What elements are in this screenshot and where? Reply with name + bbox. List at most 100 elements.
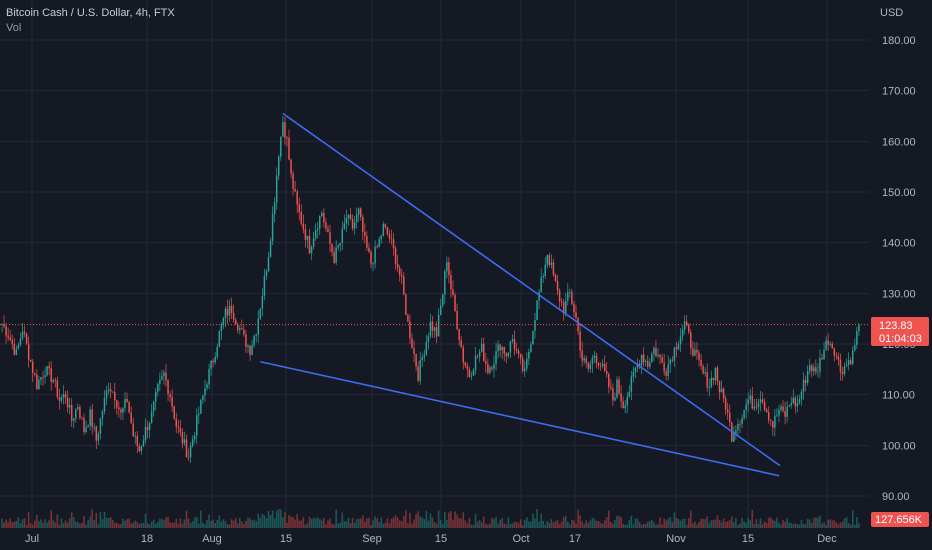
candle-body [677, 344, 680, 350]
candle-body [835, 355, 838, 357]
volume-bar [193, 517, 196, 528]
volume-bar [444, 511, 446, 528]
volume-bar [437, 510, 440, 528]
candle-body [296, 191, 298, 205]
volume-bar [169, 522, 171, 528]
volume-bar [657, 524, 659, 528]
volume-indicator-label[interactable]: Vol [6, 22, 22, 34]
volume-bar [140, 522, 143, 528]
candle-body [70, 405, 73, 421]
candle-body [688, 324, 690, 333]
volume-bar [212, 519, 214, 528]
candle-body [460, 339, 462, 348]
candle-body [13, 343, 16, 355]
volume-bar [804, 524, 807, 528]
volume-bar [544, 524, 547, 528]
volume-bar [796, 524, 799, 528]
volume-bar [620, 517, 622, 528]
candle-body [421, 357, 423, 360]
volume-bar [75, 521, 77, 528]
candle-body [493, 364, 495, 369]
candle-body [567, 292, 569, 301]
candle-body [854, 344, 856, 351]
candle-body [597, 362, 600, 366]
candle-body [79, 407, 81, 418]
volume-bar [370, 524, 372, 528]
candle-body [339, 242, 341, 246]
volume-bar [755, 519, 758, 528]
volume-bar [472, 524, 475, 528]
time-axis-panel[interactable] [0, 528, 869, 550]
candle-body [353, 222, 356, 229]
candle-body [333, 252, 335, 263]
candle-body [638, 363, 641, 366]
volume-bar [60, 518, 63, 528]
candle-body [661, 357, 663, 363]
candle-body [735, 430, 737, 434]
volume-bar [429, 513, 432, 528]
volume-bar [15, 520, 18, 528]
volume-bar [644, 523, 647, 528]
volume-bar [347, 517, 350, 528]
volume-bar [843, 518, 846, 528]
candle-body [193, 435, 196, 440]
volume-bar [659, 517, 661, 528]
candle-body [679, 336, 682, 345]
volume-bar [87, 520, 89, 528]
volume-bar [216, 520, 219, 528]
volume-bar [273, 518, 276, 528]
symbol-title[interactable]: Bitcoin Cash / U.S. Dollar, 4h, FTX [6, 7, 175, 19]
volume-bar [556, 520, 559, 528]
candle-body [784, 410, 786, 417]
candle-body [456, 311, 458, 330]
volume-bar [456, 514, 458, 528]
volume-bar [415, 514, 417, 528]
volume-bar [390, 518, 393, 528]
candle-body [91, 409, 93, 427]
volume-bar [757, 523, 760, 528]
candle-body [394, 248, 397, 264]
candle-body [671, 359, 674, 361]
candle-body [370, 251, 372, 264]
candle-body [802, 379, 805, 392]
candle-body [97, 433, 100, 441]
candle-body [667, 364, 669, 376]
candle-body [452, 289, 454, 295]
time-tick-label: Jul [25, 533, 39, 545]
volume-bar [239, 517, 241, 528]
candle-body [685, 321, 688, 325]
volume-bar [25, 524, 28, 528]
volume-bar [113, 522, 116, 528]
candle-body [644, 361, 647, 363]
candle-body [505, 353, 508, 357]
candle-body [150, 411, 153, 424]
candle-body [144, 426, 147, 441]
volume-bar [542, 520, 544, 528]
volume-bar [93, 519, 96, 528]
candle-body [675, 347, 678, 350]
volume-bar [392, 517, 395, 528]
candle-body [495, 351, 497, 365]
price-axis-ticks: 180.00170.00160.00150.00140.00130.00120.… [882, 35, 916, 503]
volume-bar [745, 522, 747, 528]
volume-bar [185, 510, 188, 528]
price-tick-label: 110.00 [882, 390, 915, 402]
volume-bar [665, 520, 667, 528]
candle-body [249, 345, 251, 355]
price-tick-label: 150.00 [882, 187, 916, 199]
upper-trendline[interactable] [282, 112, 781, 467]
lower-trendline[interactable] [260, 360, 780, 477]
candle-body [378, 238, 380, 248]
candle-body [618, 379, 620, 394]
volume-bar [731, 516, 733, 528]
volume-bar [782, 519, 784, 528]
price-axis-panel[interactable] [869, 0, 932, 550]
volume-bar [460, 518, 462, 528]
volume-bar [548, 522, 551, 528]
volume-bar [419, 516, 421, 528]
volume-bar [558, 523, 561, 528]
volume-bar [696, 524, 698, 528]
volume-bar [493, 519, 495, 528]
volume-bar [300, 520, 303, 528]
